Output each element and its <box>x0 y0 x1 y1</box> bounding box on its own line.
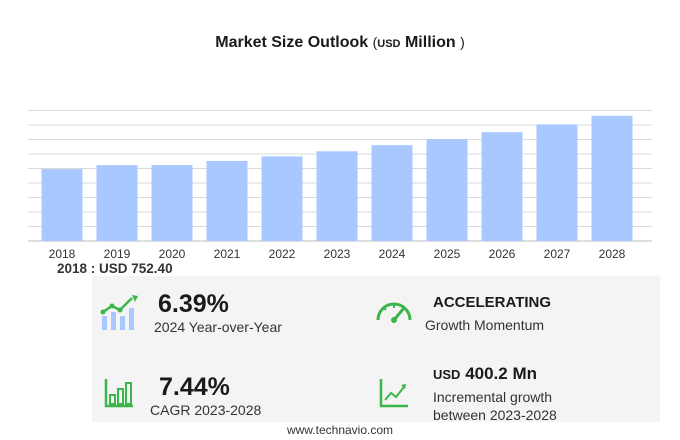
bar-2024 <box>371 145 413 241</box>
bar-chart-icon <box>104 379 133 408</box>
title-paren-close: ) <box>460 34 465 50</box>
kpi-incremental-unit: USD <box>433 367 461 382</box>
bar-2025 <box>426 139 468 241</box>
kpi-incremental-label-2: between 2023-2028 <box>433 407 557 423</box>
kpi-momentum: ACCELERATING Growth Momentum <box>425 294 551 334</box>
x-tick-label-2025: 2025 <box>434 247 461 261</box>
bar-2018 <box>41 169 83 241</box>
kpi-momentum-value: ACCELERATING <box>433 294 552 311</box>
base-year-value: 2018 : USD 752.40 <box>57 261 173 276</box>
footer-source: www.technavio.com <box>286 423 394 437</box>
kpi-cagr-value: 7.44% <box>159 373 230 401</box>
bar-2027 <box>536 124 578 241</box>
kpi-panel <box>92 276 660 422</box>
line-chart-icon <box>379 379 408 408</box>
bar-2021 <box>206 160 248 241</box>
title-main: Market Size Outlook <box>215 34 369 51</box>
kpi-yoy-value: 6.39% <box>158 290 229 318</box>
bar-2026 <box>481 132 523 241</box>
kpi-incremental-label-1: Incremental growth <box>433 389 553 405</box>
title-paren-open: ( <box>372 34 378 50</box>
x-tick-label-2022: 2022 <box>269 247 296 261</box>
title-unit: USD <box>377 38 401 50</box>
x-tick-label-2024: 2024 <box>379 247 406 261</box>
x-tick-label-2027: 2027 <box>544 247 571 261</box>
bar-2019 <box>96 165 138 241</box>
bar-growth-icon <box>100 295 138 330</box>
kpi-yoy-label: 2024 Year-over-Year <box>154 319 282 335</box>
chart-title: Market Size Outlook (USD Million ) <box>0 34 680 52</box>
speedometer-icon <box>376 302 412 323</box>
x-tick-label-2026: 2026 <box>489 247 516 261</box>
x-tick-label-2018: 2018 <box>49 247 76 261</box>
kpi-momentum-label: Growth Momentum <box>425 317 545 333</box>
bar-2023 <box>316 151 358 241</box>
x-tick-label-2020: 2020 <box>159 247 186 261</box>
title-scale: Million <box>404 34 456 51</box>
bar-2028 <box>591 115 633 241</box>
bar-chart: 2018 2019 2020 2021 2022 2023 2024 2025 2026 2027… <box>28 110 652 261</box>
bar-2020 <box>151 165 193 241</box>
bar-2022 <box>261 156 303 241</box>
x-tick-label-2023: 2023 <box>324 247 351 261</box>
x-tick-label-2021: 2021 <box>214 247 241 261</box>
x-tick-label-2028: 2028 <box>599 247 626 261</box>
x-tick-label-2019: 2019 <box>104 247 131 261</box>
kpi-yoy: 6.39% 2024 Year-over-Year <box>154 290 282 336</box>
kpi-cagr: 7.44% CAGR 2023-2028 <box>150 374 261 419</box>
kpi-incremental: USD 400.2 Mn Incremental growth between … <box>433 364 557 424</box>
kpi-cagr-label: CAGR 2023-2028 <box>150 402 262 418</box>
kpi-incremental-value-line: USD 400.2 Mn <box>433 364 557 384</box>
kpi-incremental-value: 400.2 Mn <box>465 364 537 383</box>
